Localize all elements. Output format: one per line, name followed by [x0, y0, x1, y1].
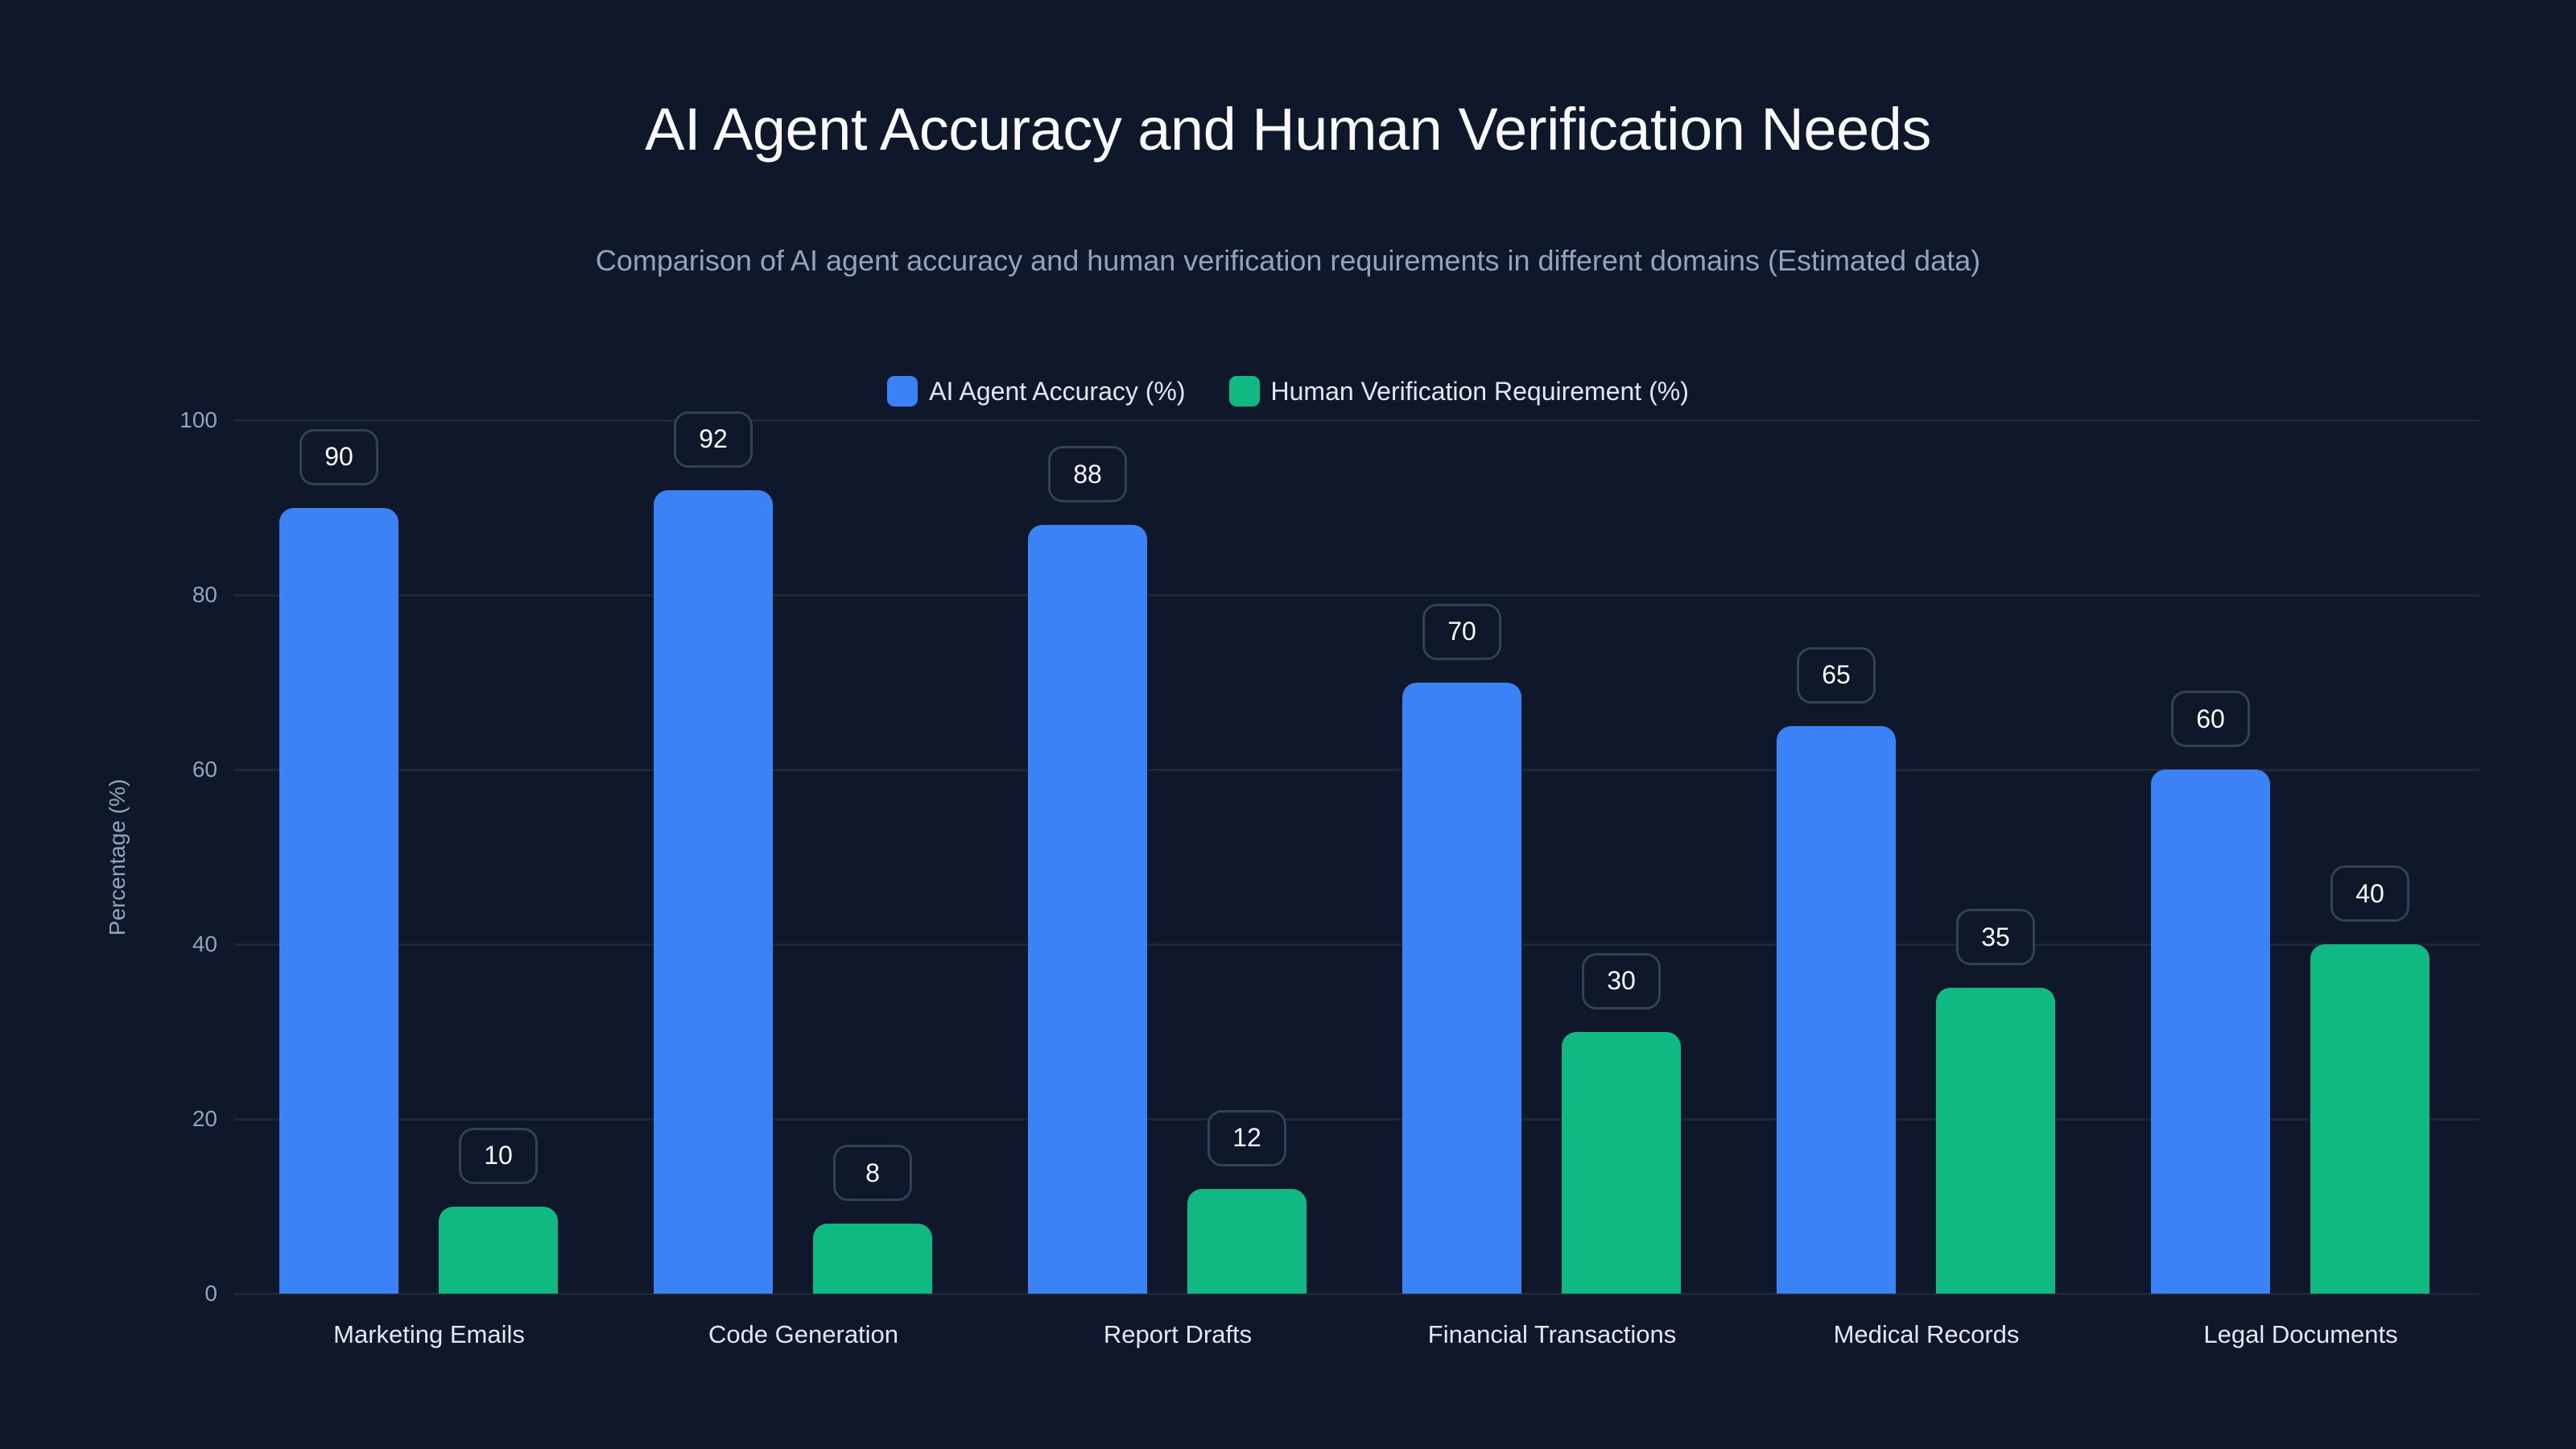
gridline — [233, 1118, 2479, 1121]
data-label: 90 — [299, 428, 378, 485]
legend-label-verification: Human Verification Requirement (%) — [1270, 376, 1689, 406]
x-tick-label: Code Generation — [708, 1320, 899, 1348]
gridline — [233, 769, 2479, 771]
data-label: 40 — [2330, 865, 2409, 922]
legend-item-accuracy[interactable]: AI Agent Accuracy (%) — [887, 376, 1186, 407]
bar-verification[interactable] — [439, 1206, 558, 1294]
y-tick-label: 20 — [192, 1106, 217, 1131]
data-label: 35 — [1956, 909, 2035, 966]
legend-label-accuracy: AI Agent Accuracy (%) — [929, 376, 1186, 406]
bar-verification[interactable] — [813, 1224, 932, 1294]
bar-verification[interactable] — [2310, 944, 2429, 1294]
x-tick-label: Report Drafts — [1103, 1320, 1253, 1348]
y-axis-label: Percentage (%) — [105, 778, 130, 936]
data-label: 70 — [1422, 603, 1501, 660]
legend-swatch-verification-icon — [1228, 376, 1260, 407]
data-label: 30 — [1582, 952, 1661, 1009]
gridline — [233, 594, 2479, 597]
data-label: 10 — [459, 1127, 538, 1184]
bar-accuracy[interactable] — [279, 507, 398, 1294]
gridline — [233, 943, 2479, 946]
gridline — [233, 419, 2479, 422]
chart-title: AI Agent Accuracy and Human Verification… — [645, 96, 1931, 163]
y-tick-label: 100 — [180, 407, 217, 432]
bar-accuracy[interactable] — [1402, 682, 1521, 1294]
x-tick-label: Medical Records — [1833, 1320, 2020, 1348]
bar-accuracy[interactable] — [1028, 525, 1147, 1294]
x-tick-label: Legal Documents — [2203, 1320, 2398, 1348]
bar-verification[interactable] — [1936, 988, 2055, 1294]
plot-area: 90 10 92 8 88 12 70 30 65 35 60 40 — [233, 411, 2479, 1295]
y-tick-label: 0 — [204, 1281, 217, 1306]
bar-verification[interactable] — [1562, 1031, 1681, 1294]
data-label: 8 — [833, 1145, 912, 1202]
bar-accuracy[interactable] — [654, 489, 773, 1294]
bar-verification[interactable] — [1187, 1188, 1307, 1294]
x-tick-label: Marketing Emails — [333, 1320, 525, 1348]
data-label: 65 — [1797, 646, 1876, 704]
chart-subtitle: Comparison of AI agent accuracy and huma… — [595, 244, 1981, 277]
data-label: 88 — [1048, 446, 1127, 503]
x-tick-label: Financial Transactions — [1427, 1320, 1677, 1348]
data-label: 12 — [1208, 1109, 1286, 1166]
legend-swatch-accuracy-icon — [887, 376, 919, 407]
y-tick-label: 40 — [192, 931, 217, 956]
legend-item-verification[interactable]: Human Verification Requirement (%) — [1228, 376, 1689, 407]
data-label: 92 — [674, 411, 753, 468]
y-tick-label: 80 — [192, 582, 217, 607]
legend: AI Agent Accuracy (%) Human Verification… — [0, 372, 2576, 411]
data-label: 60 — [2171, 691, 2250, 747]
bar-accuracy[interactable] — [1777, 725, 1896, 1294]
gridline — [233, 1293, 2479, 1295]
y-tick-label: 60 — [192, 757, 217, 782]
bar-accuracy[interactable] — [2151, 770, 2270, 1294]
